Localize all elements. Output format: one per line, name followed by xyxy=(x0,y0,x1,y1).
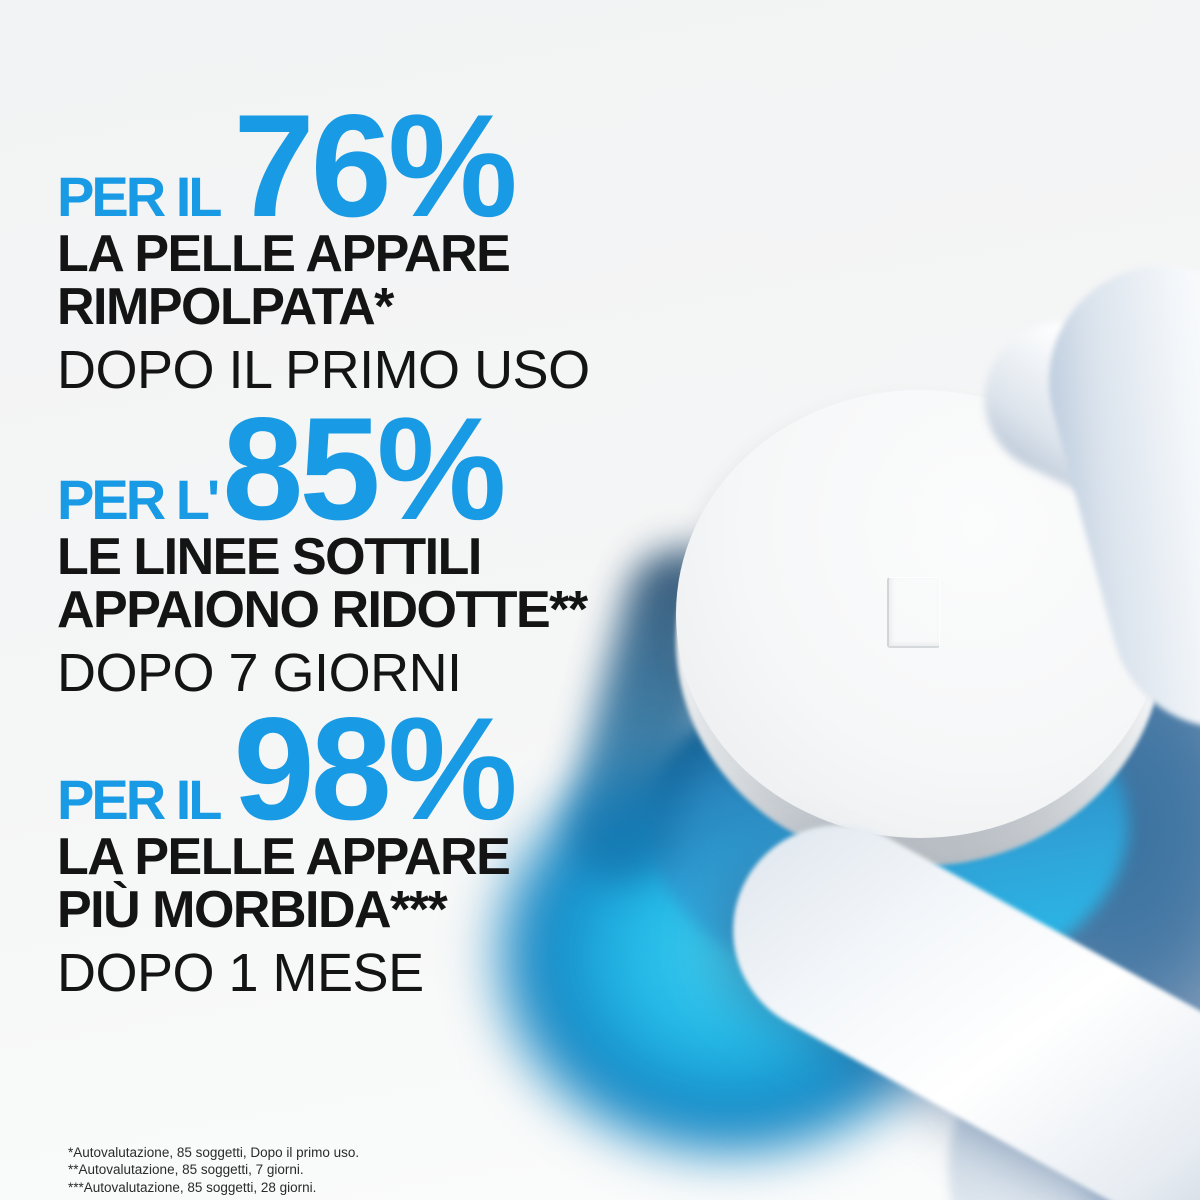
stat-claim-line: LA PELLE APPARE xyxy=(57,225,511,283)
stat-percent: 76% xyxy=(233,84,517,247)
stat-headline: PER IL 76% xyxy=(57,84,590,247)
stat-lead: PER IL xyxy=(57,768,222,831)
footnote-line: *Autovalutazione, 85 soggetti, Dopo il p… xyxy=(68,1145,360,1160)
footnotes: *Autovalutazione, 85 soggetti, Dopo il p… xyxy=(68,1144,359,1196)
stat-claim-line: LA PELLE APPARE xyxy=(57,828,511,886)
stat-timeframe: DOPO 1 MESE xyxy=(57,942,424,1003)
footnote-line: ***Autovalutazione, 85 soggetti, 28 gior… xyxy=(68,1179,317,1195)
stat-claim-line: LE LINEE SOTTILI xyxy=(57,528,482,586)
stat-headline: PER IL 98% xyxy=(57,687,518,850)
stat-percent: 85% xyxy=(222,387,506,550)
lid-embossed-logo-square xyxy=(887,577,940,648)
stat-lead: PER L' xyxy=(57,468,220,531)
stat-claim-line: PIÙ MORBIDA*** xyxy=(57,880,448,939)
stat-lead: PER IL xyxy=(57,165,222,228)
stat-headline: PER L' 85% xyxy=(57,387,587,550)
stat-timeframe: DOPO IL PRIMO USO xyxy=(57,339,590,400)
stat-claim-line: APPAIONO RIDOTTE** xyxy=(57,580,588,639)
stat-claim-line: RIMPOLPATA* xyxy=(57,277,394,336)
stat-block-98: PER IL 98% LA PELLE APPARE PIÙ MORBIDA**… xyxy=(57,687,518,1003)
stat-percent: 98% xyxy=(233,687,517,850)
stat-block-85: PER L' 85% LE LINEE SOTTILI APPAIONO RID… xyxy=(57,387,588,703)
stat-block-76: PER IL 76% LA PELLE APPARE RIMPOLPATA* D… xyxy=(57,84,590,400)
footnote-line: **Autovalutazione, 85 soggetti, 7 giorni… xyxy=(68,1162,304,1178)
stat-timeframe: DOPO 7 GIORNI xyxy=(57,642,462,703)
